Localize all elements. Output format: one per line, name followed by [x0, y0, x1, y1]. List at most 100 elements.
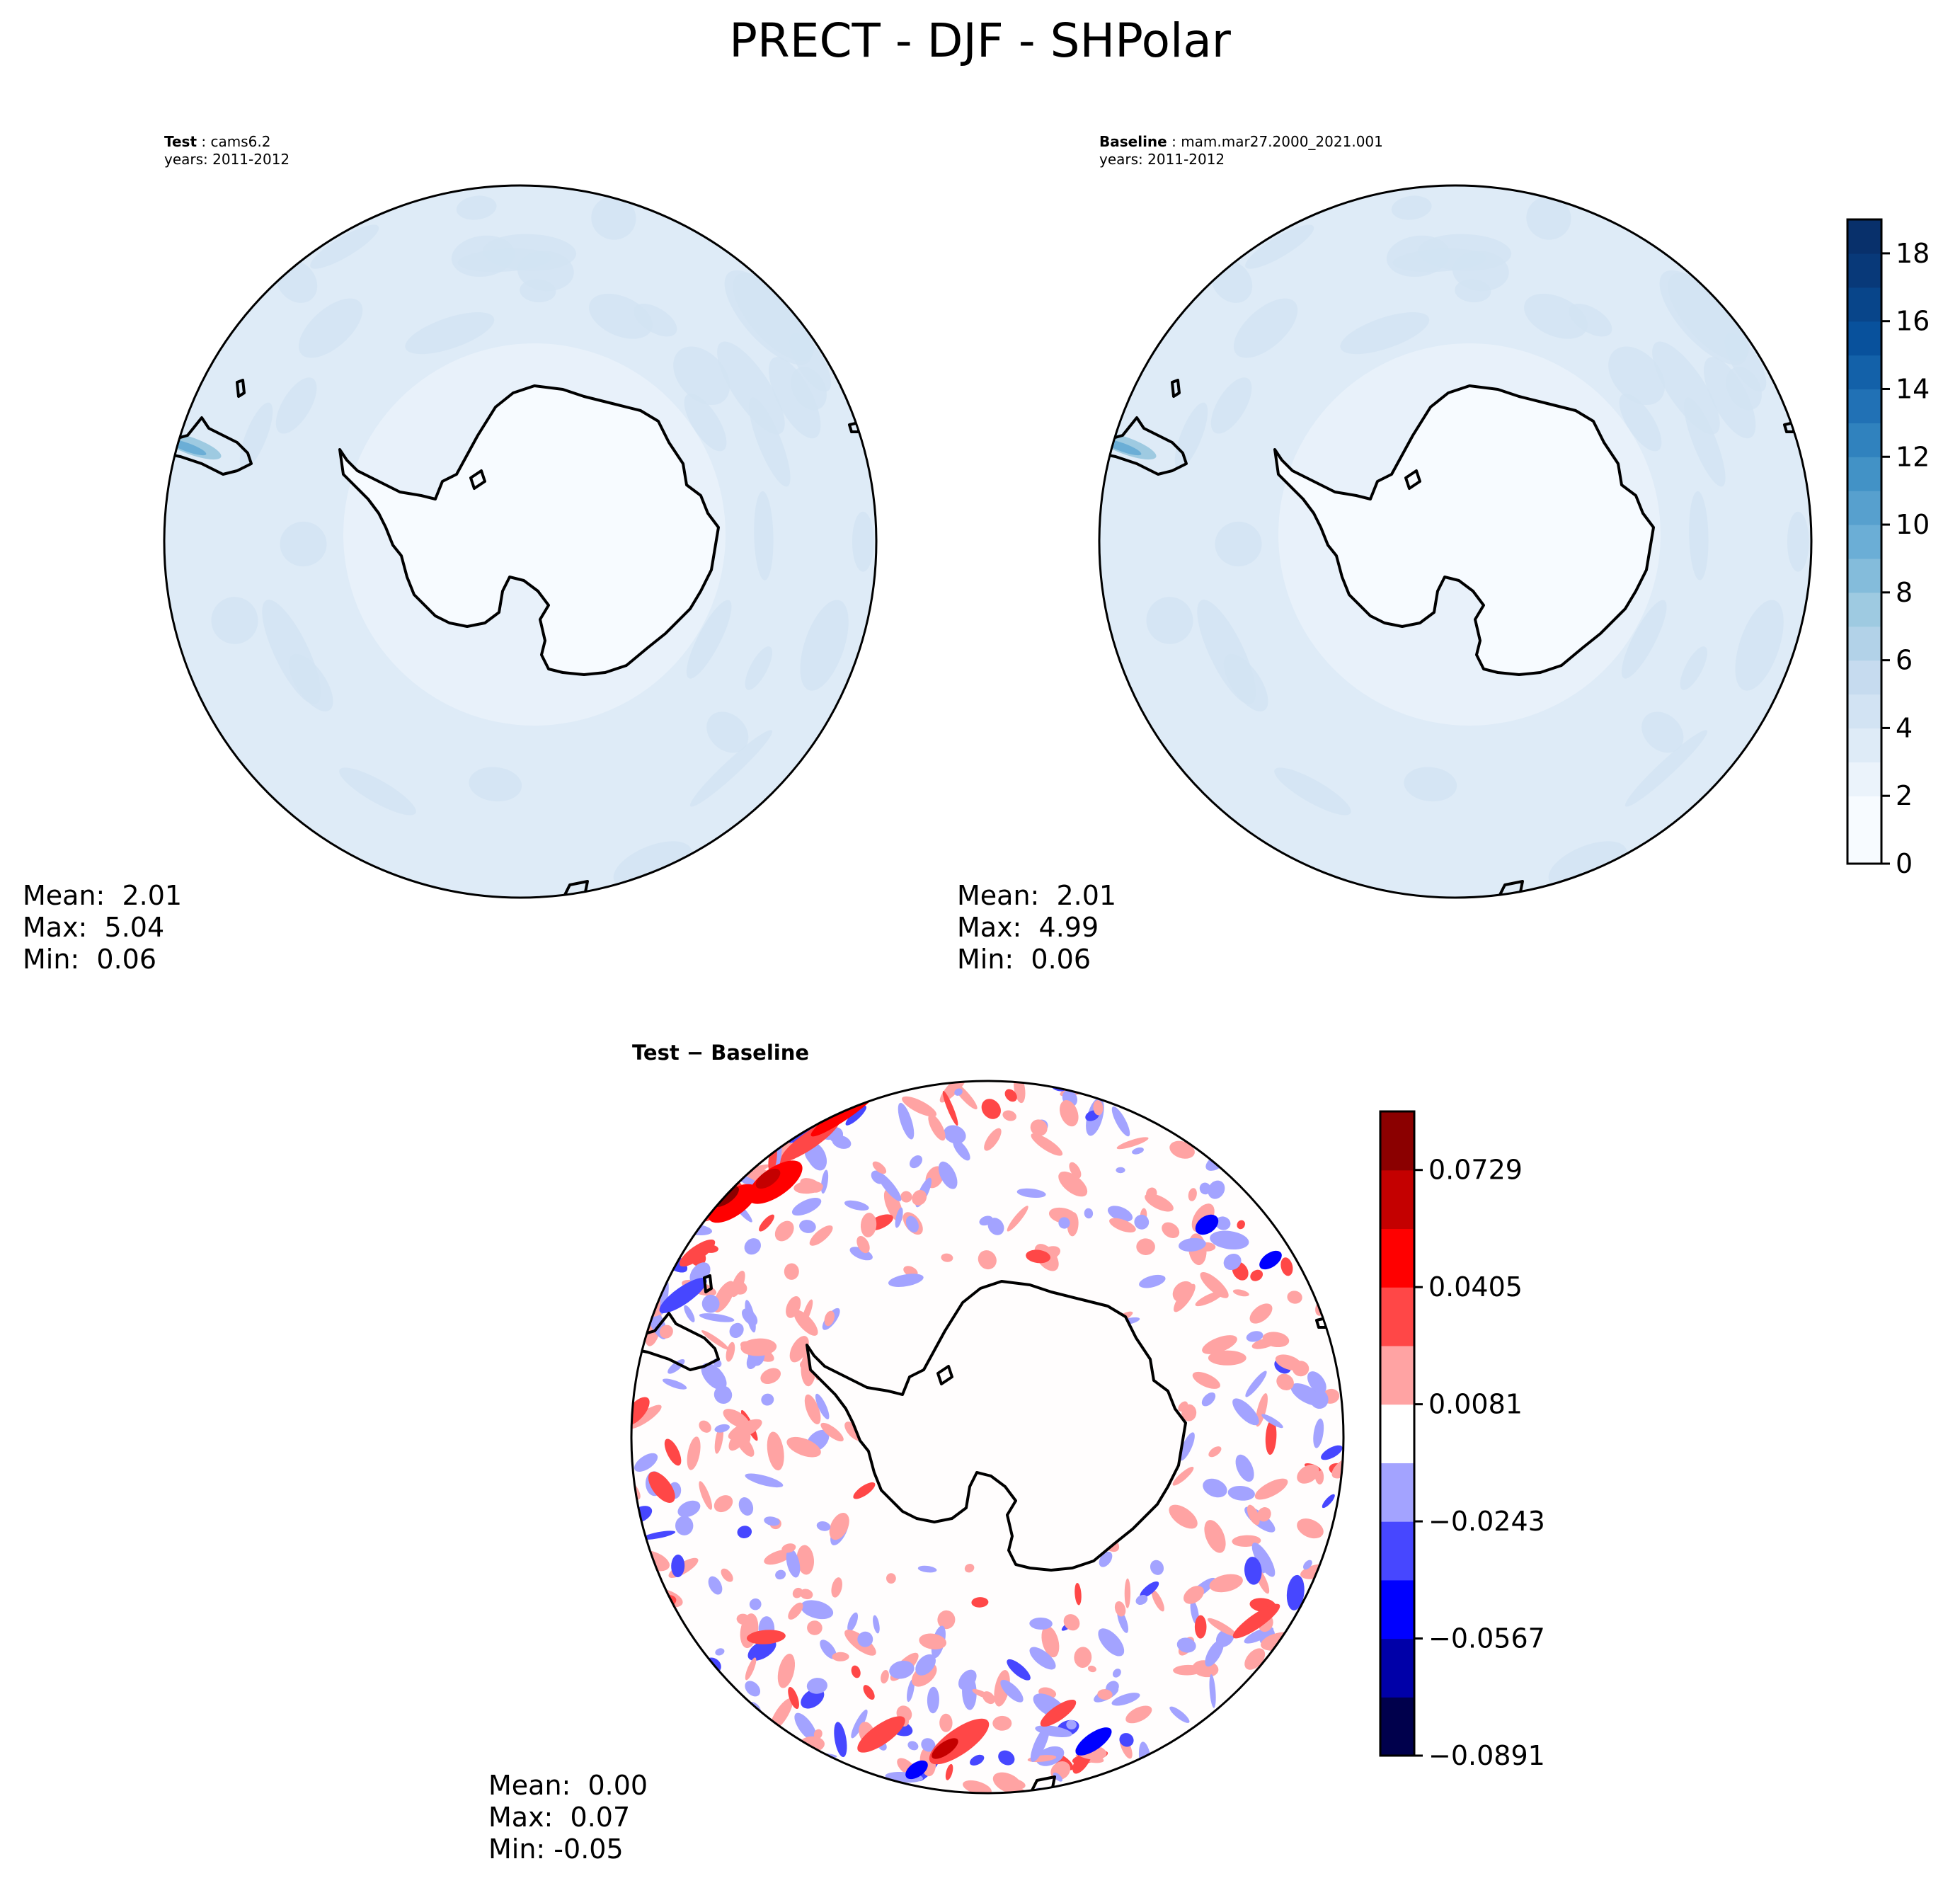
- diff-colorbar: −0.0891 −0.0567 −0.0243 0.0081 0.0405 0.0729: [1379, 1110, 1545, 1770]
- diff-anomaly-patch: [886, 1573, 896, 1584]
- diff-anomaly-patch: [806, 1678, 827, 1694]
- diff-anomaly-patch: [648, 1471, 675, 1504]
- diff-anomaly-patch: [813, 1729, 823, 1739]
- diff-anomaly-patch: [761, 1393, 774, 1406]
- diff-anomaly-patch: [1227, 1486, 1255, 1501]
- diff-anomaly-patch: [820, 1422, 844, 1442]
- diff-anomaly-patch: [1309, 1389, 1329, 1409]
- baseline-title-bold: Baseline: [1099, 133, 1167, 150]
- diff-anomaly-patch: [963, 1780, 992, 1793]
- test-band: [339, 767, 416, 816]
- diff-anomaly-patch: [1136, 1238, 1155, 1256]
- diff-anomaly-patch: [845, 1106, 867, 1126]
- diff-anomaly-patch: [984, 1128, 1002, 1151]
- diff-anomaly-patch: [659, 1325, 673, 1339]
- test-antarctica-coastline: [338, 384, 720, 676]
- baseline-band: [1146, 597, 1193, 644]
- baseline-band: [1689, 491, 1709, 580]
- diff-anomaly-patch: [1124, 1578, 1131, 1608]
- diff-falkland-coastline: [703, 1274, 713, 1293]
- diff-anomaly-patch: [1202, 1335, 1237, 1354]
- diff-anomaly-patch: [745, 1681, 761, 1697]
- precip-colorbar-frame: [1846, 218, 1883, 865]
- diff-anomaly-patch: [954, 1088, 963, 1096]
- test-band: [769, 357, 821, 439]
- test-band: [288, 653, 333, 711]
- diff-anomaly-patch: [1179, 1432, 1195, 1461]
- diff-anomaly-patch: [791, 1198, 822, 1216]
- diff-anomaly-patch: [856, 1236, 870, 1254]
- diff-anomaly-patch: [1151, 1589, 1164, 1612]
- precip-colorbar-tick-label: 4: [1896, 712, 1913, 743]
- diff-anomaly-patch: [715, 1648, 725, 1656]
- diff-anomaly-patch: [788, 1602, 803, 1620]
- diff-anomaly-patch: [675, 1516, 694, 1535]
- diff-anomaly-patch: [832, 1135, 852, 1149]
- test-island-coastline: [469, 469, 486, 490]
- baseline-min: Min: 0.06: [957, 944, 1091, 975]
- diff-anomaly-patch: [1139, 1274, 1166, 1288]
- test-band: [689, 730, 773, 807]
- diff-anomaly-patch: [1111, 1693, 1140, 1706]
- diff-strong-patch: [747, 1160, 803, 1204]
- diff-anomaly-patch: [1205, 1640, 1224, 1667]
- diff-anomaly-patch: [832, 1652, 849, 1661]
- diff-anomaly-patch: [907, 1741, 919, 1751]
- diff-anomaly-patch: [699, 1420, 711, 1433]
- diff-anomaly-patch: [634, 1453, 658, 1472]
- diff-anomaly-patch: [1109, 1218, 1136, 1232]
- diff-anomaly-patch: [728, 1419, 762, 1440]
- precip-colorbar-tick-label: 16: [1896, 306, 1930, 337]
- diff-anomaly-patch: [1251, 1337, 1277, 1349]
- precip-colorbar-swatch: [1847, 762, 1881, 796]
- precip-colorbar-tick-label: 6: [1896, 645, 1913, 676]
- diff-strong-patch: [755, 1168, 781, 1189]
- diff-anomaly-patch: [992, 1715, 1012, 1731]
- diff-anomaly-patch: [895, 1207, 903, 1228]
- diff-anomaly-patch: [1261, 1414, 1283, 1429]
- diff-anomaly-patch: [1209, 1674, 1216, 1708]
- diff-colorbar-swatch: [1380, 1463, 1414, 1522]
- baseline-band: [1624, 730, 1708, 807]
- diff-strong-patch: [1040, 1699, 1077, 1727]
- diff-anomaly-patch: [807, 1620, 823, 1635]
- test-mean: Mean: 2.01: [23, 880, 183, 911]
- baseline-band: [1659, 270, 1748, 365]
- diff-anomaly-patch: [1162, 1222, 1180, 1238]
- baseline-ice-field: [1275, 386, 1654, 675]
- diff-anomaly-patch: [1203, 1478, 1227, 1498]
- diff-anomaly-patch: [747, 1639, 776, 1661]
- precip-colorbar-swatch: [1847, 423, 1881, 457]
- diff-anomaly-patch: [1053, 1772, 1063, 1782]
- baseline-band: [1391, 195, 1432, 220]
- diff-strong-patch: [932, 1738, 958, 1759]
- diff-colorbar-swatch: [1380, 1345, 1414, 1405]
- diff-anomaly-patch: [732, 1281, 747, 1295]
- diff-anomaly-patch: [746, 1630, 786, 1644]
- precip-colorbar-tick-label: 12: [1896, 441, 1930, 472]
- diff-anomaly-patch: [928, 1114, 946, 1141]
- diff-anomaly-patch: [701, 1363, 727, 1390]
- precip-colorbar-swatch: [1847, 219, 1881, 254]
- diff-colorbar-swatch: [1380, 1521, 1414, 1581]
- test-band: [469, 767, 522, 802]
- diff-title: Test − Baseline: [632, 1041, 809, 1065]
- baseline-band: [1233, 298, 1298, 358]
- diff-anomaly-patch: [684, 1305, 695, 1322]
- diff-anomaly-patch: [1249, 1303, 1273, 1324]
- precip-colorbar-tick-label: 10: [1896, 509, 1930, 540]
- diff-anomaly-patch: [982, 1691, 995, 1705]
- diff-anomaly-patch: [1209, 1574, 1243, 1593]
- diff-anomaly-patch: [1067, 1212, 1079, 1237]
- baseline-band: [1608, 346, 1666, 406]
- diff-nz-coastline: [1028, 1775, 1056, 1793]
- precip-colorbar-swatch: [1847, 525, 1881, 559]
- diff-anomaly-patch: [1178, 1237, 1206, 1252]
- diff-anomaly-patch: [800, 1600, 834, 1620]
- test-nz-coastline: [561, 880, 589, 898]
- diff-anomaly-patch: [1297, 1518, 1324, 1539]
- diff-anomaly-patch: [1058, 1171, 1088, 1197]
- baseline-map: [1098, 184, 1813, 899]
- diff-anomaly-patch: [831, 1577, 842, 1598]
